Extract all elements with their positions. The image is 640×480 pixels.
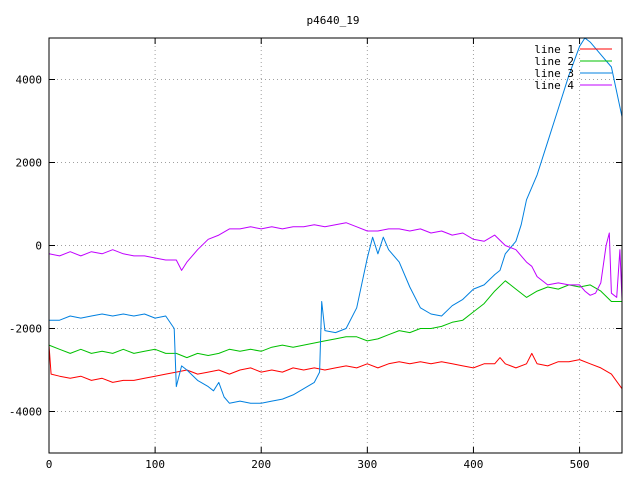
x-tick-label: 0: [46, 458, 53, 471]
y-tick-label: 0: [35, 240, 42, 253]
legend-label: line 2: [534, 55, 574, 68]
axes: 0 100 200 300 400 500 -4000 -2000 0 2000 4000: [9, 37, 623, 471]
grid-lines: [49, 38, 622, 453]
plot-frame: [48, 37, 623, 454]
y-tick-label: 2000: [16, 157, 43, 170]
y-tick-label: -2000: [9, 323, 42, 336]
series-lines: [48, 37, 623, 404]
legend-label: line 1: [534, 43, 574, 56]
x-tick-label: 100: [145, 458, 165, 471]
chart-title: p4640_19: [307, 14, 360, 27]
y-tick-label: 4000: [16, 74, 43, 87]
x-tick-label: 200: [251, 458, 271, 471]
series-line-1: [48, 345, 623, 389]
legend-label: line 4: [534, 79, 574, 92]
y-tick-label: -4000: [9, 406, 42, 419]
series-line-4: [48, 222, 623, 300]
legend-label: line 3: [534, 67, 574, 80]
x-tick-label: 400: [464, 458, 484, 471]
series-line-3: [49, 37, 623, 404]
x-tick-label: 300: [357, 458, 377, 471]
x-tick-label: 500: [570, 458, 590, 471]
series-line-2: [48, 280, 622, 359]
